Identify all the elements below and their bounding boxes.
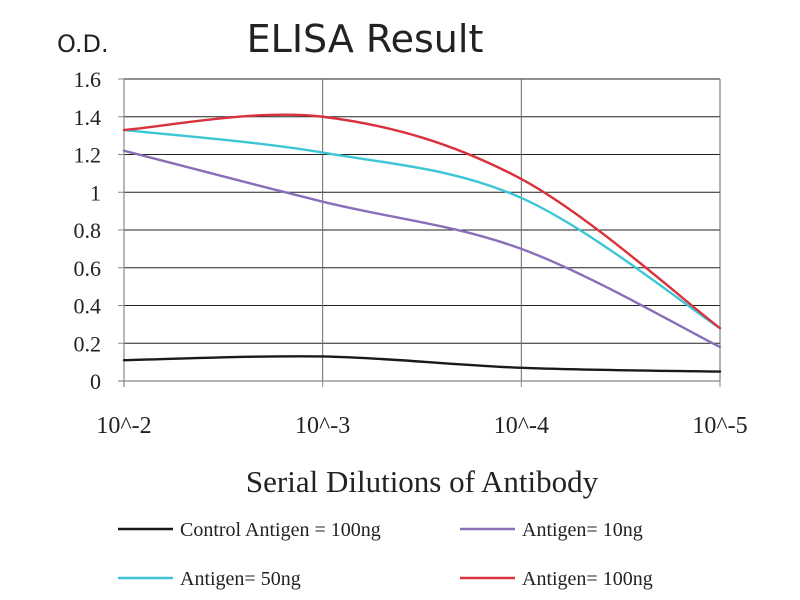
y-tick-label: 1.6: [74, 67, 102, 92]
x-tick-label: 10^-4: [494, 413, 549, 439]
axes: 0 0.2 0.4 0.6 0.8 1 1.2 1.4 1.6 10^-2 10^-3 10^-4 10…: [74, 67, 748, 439]
series-line-3: [122, 128, 722, 330]
series-line-4: [122, 113, 722, 330]
y-tick-label: 0.4: [74, 294, 102, 319]
legend-label: Control Antigen = 100ng: [180, 519, 381, 541]
y-tick-label: 1.2: [74, 143, 102, 168]
grid: [124, 78, 721, 381]
chart-title: ELISA Result: [247, 17, 484, 61]
x-tick-label: 10^-2: [96, 413, 151, 439]
x-tick-label: 10^-5: [692, 413, 747, 439]
y-tick-label: 0.6: [74, 256, 102, 281]
legend: Control Antigen = 100ng Antigen= 10ng Anti…: [118, 519, 653, 590]
x-tick-label: 10^-3: [295, 413, 350, 439]
y-tick-label: 0: [90, 369, 101, 394]
legend-label: Antigen= 50ng: [180, 568, 301, 590]
series-lines: [122, 113, 722, 373]
series-line-1: [122, 355, 722, 373]
y-tick-label: 1: [90, 180, 101, 205]
y-axis-label: O.D.: [57, 30, 109, 58]
legend-label: Antigen= 100ng: [522, 568, 653, 590]
y-tick-label: 0.8: [74, 218, 102, 243]
y-tick-label: 1.4: [74, 105, 102, 130]
legend-label: Antigen= 10ng: [522, 519, 643, 541]
x-axis-label: Serial Dilutions of Antibody: [246, 464, 599, 499]
series-line-2: [122, 149, 722, 349]
y-tick-label: 0.2: [74, 331, 102, 356]
